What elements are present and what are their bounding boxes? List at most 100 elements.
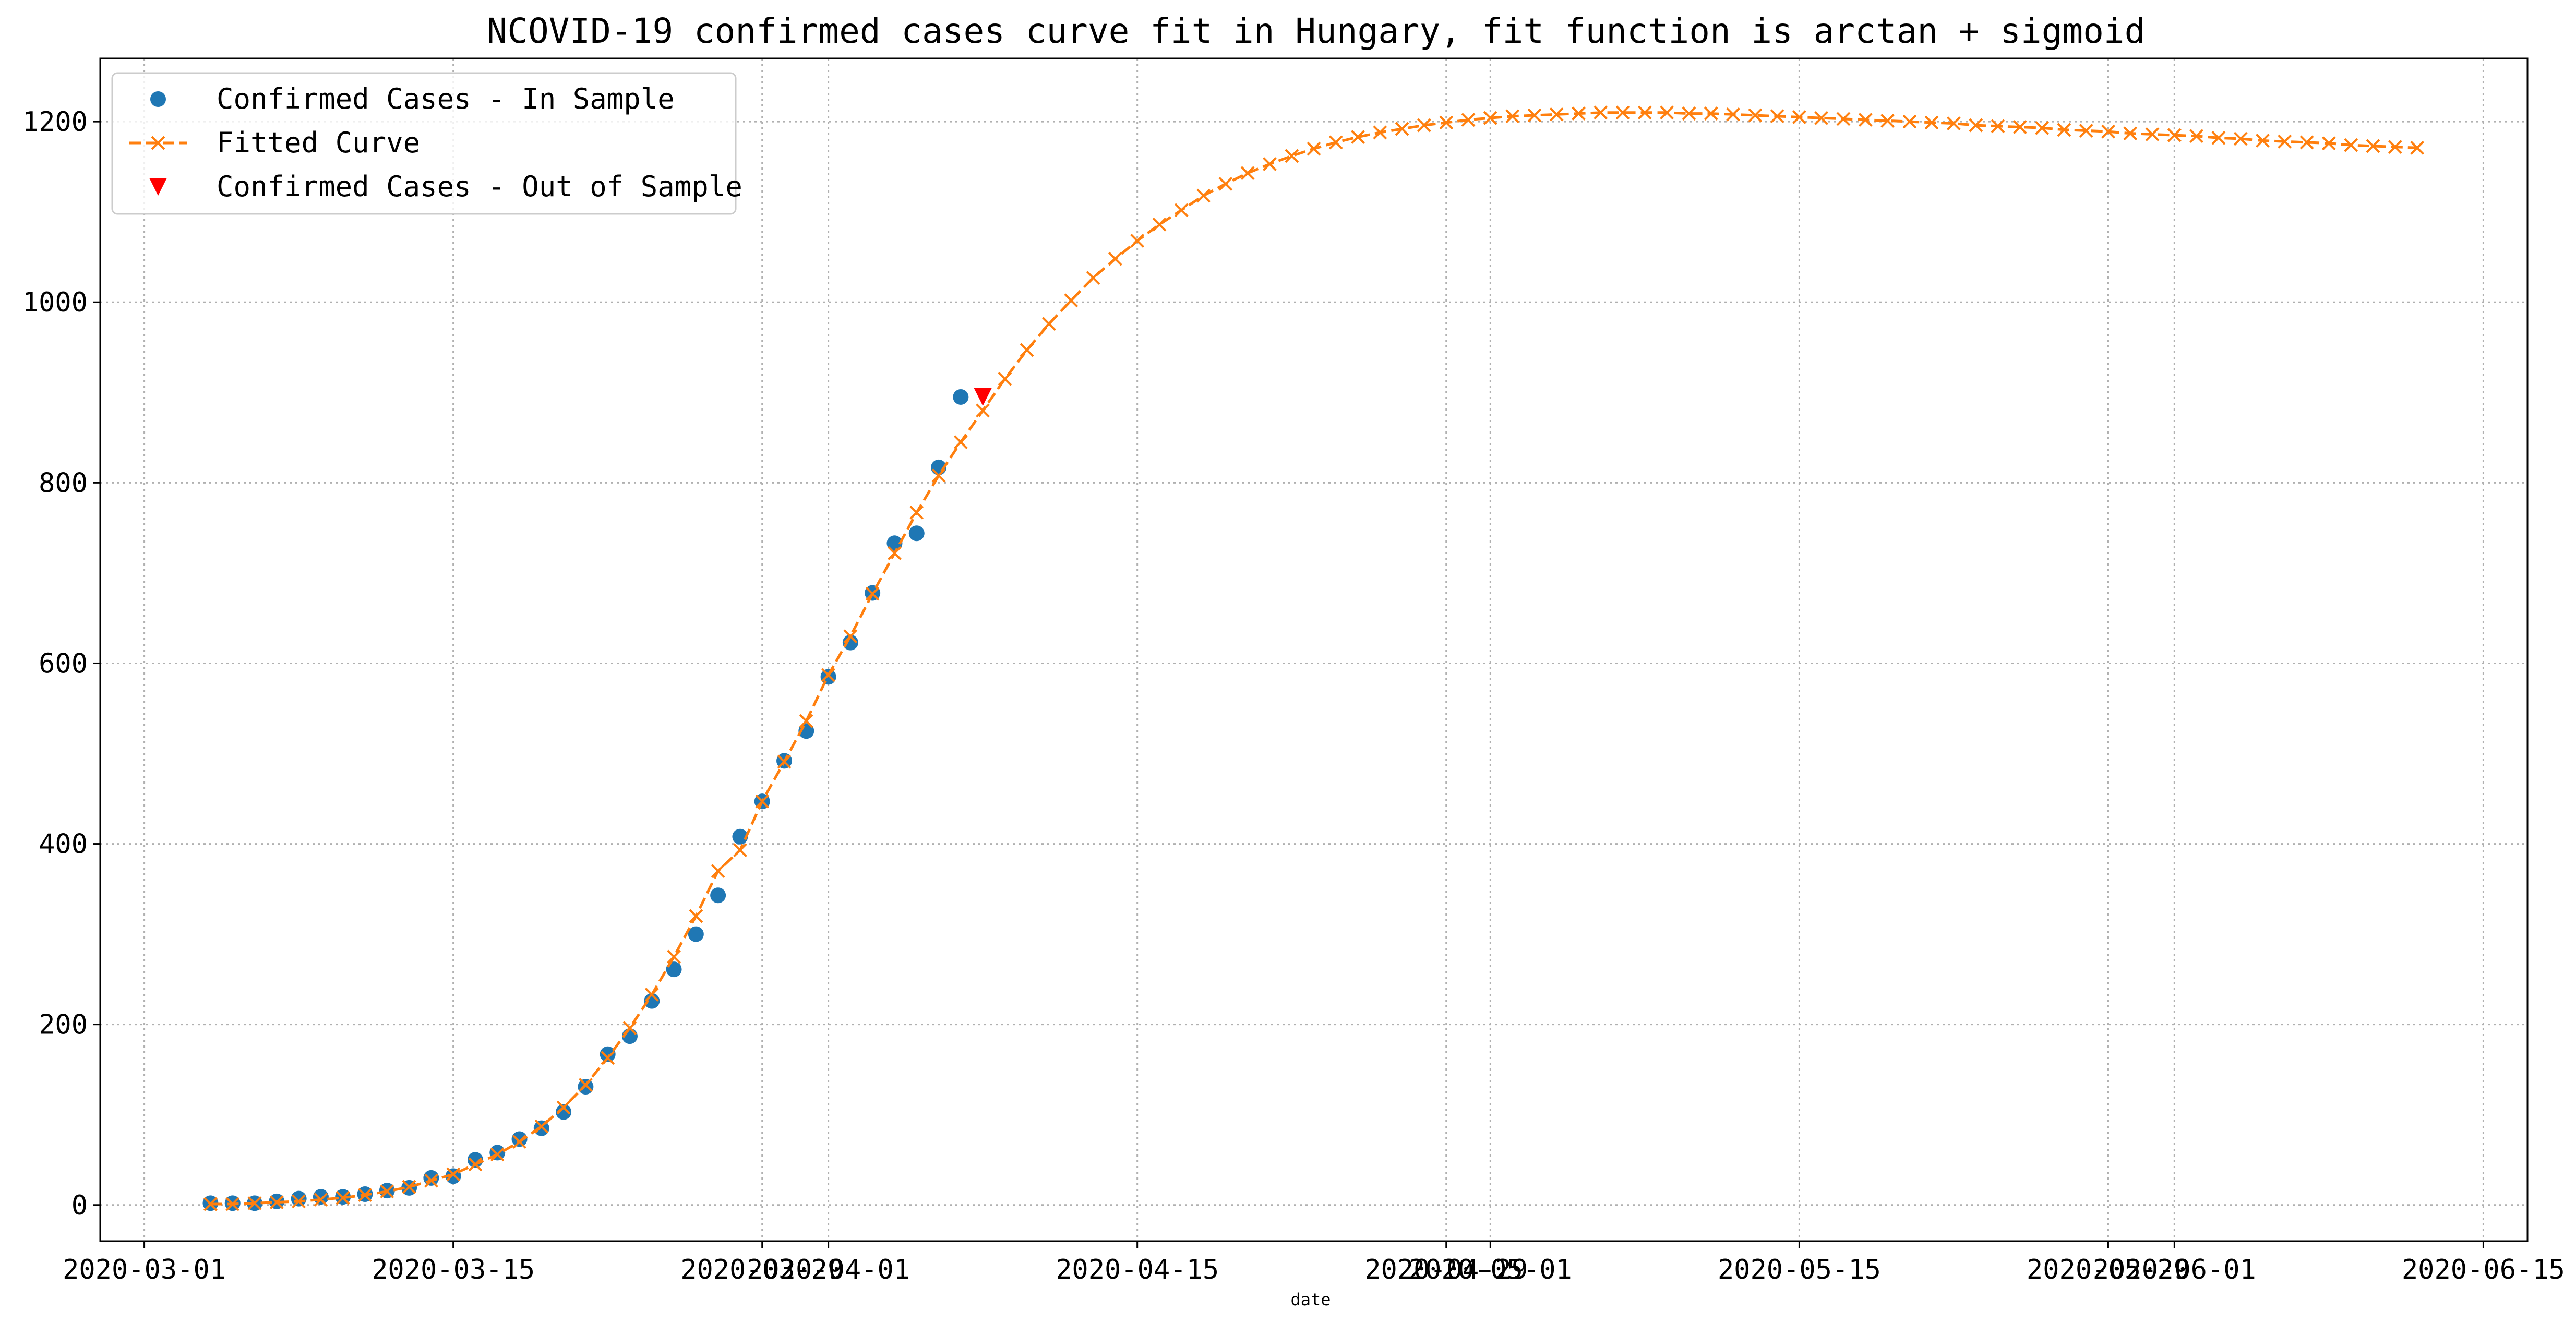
y-tick-label: 1000 xyxy=(22,287,88,318)
data-point xyxy=(644,993,660,1009)
x-tick-label: 2020-04-29 xyxy=(1364,1254,1528,1285)
fitted-curve-point xyxy=(1439,115,1454,130)
y-tick-label: 400 xyxy=(39,829,88,860)
fitted-curve-point xyxy=(402,1180,416,1194)
data-point xyxy=(908,525,925,542)
fitted-curve-point xyxy=(1792,110,1806,124)
fitted-curve-point xyxy=(2189,129,2204,143)
x-tick-label: 2020-06-15 xyxy=(2402,1254,2565,1285)
legend-marker xyxy=(150,91,166,107)
fitted-curve-point xyxy=(1924,115,1939,130)
fitted-curve-point xyxy=(799,714,813,728)
fitted-curve-point xyxy=(689,909,703,923)
legend-entry: Fitted Curve xyxy=(217,126,420,159)
legend-marker xyxy=(151,136,165,150)
x-tick-label: 2020-06-01 xyxy=(2093,1254,2256,1285)
fitted-curve-point xyxy=(1505,109,1520,124)
y-tick-label: 800 xyxy=(39,467,88,499)
y-axis: 0 200 400 600 800 1000 1200 xyxy=(22,106,100,1221)
fitted-curve-point xyxy=(2233,131,2248,146)
data-point xyxy=(556,1104,572,1120)
fitted-curve-point xyxy=(1572,106,1586,121)
fitted-curve-point xyxy=(247,1196,262,1210)
fitted-curve-point xyxy=(512,1135,526,1149)
fitted-curve-point xyxy=(755,794,770,809)
fitted-curve-point xyxy=(843,629,858,643)
fitted-curve-point xyxy=(644,988,659,1002)
fitted-curve-point xyxy=(556,1100,571,1115)
fitted-curve-point xyxy=(1285,149,1299,163)
fitted-curve-point xyxy=(1196,188,1211,203)
fitted-curve-point xyxy=(821,668,836,682)
y-tick-label: 1200 xyxy=(22,106,88,138)
fitted-curve-point xyxy=(2388,140,2402,154)
fitted-curve-point xyxy=(2057,123,2071,137)
fitted-curve-point xyxy=(534,1119,549,1134)
fitted-curve-point xyxy=(1218,177,1233,191)
fitted-curve-point xyxy=(1174,203,1189,218)
fitted-curve-point xyxy=(1130,234,1145,248)
fitted-curve-point xyxy=(314,1192,328,1207)
plot-frame xyxy=(99,57,2529,1242)
data-point xyxy=(732,828,748,845)
grid xyxy=(100,58,2527,1241)
plot-area xyxy=(202,105,2424,1211)
fitted-curve-point xyxy=(1351,130,1365,144)
legend-marker xyxy=(149,178,167,196)
fitted-curve-point xyxy=(733,843,747,858)
data-point xyxy=(313,1189,329,1205)
fitted-curve-point xyxy=(203,1197,218,1211)
fitted-curve-point xyxy=(601,1051,615,1065)
fitted-curve-point xyxy=(2299,135,2314,150)
x-tick-label: 2020-05-01 xyxy=(1409,1254,1572,1285)
fitted-curve-point xyxy=(2366,139,2380,153)
fitted-curve-point xyxy=(1328,135,1343,150)
y-tick-label: 200 xyxy=(39,1009,88,1041)
fitted-curve-point xyxy=(1704,106,1718,121)
series-2 xyxy=(203,105,2424,1211)
legend-entry: Confirmed Cases - Out of Sample xyxy=(217,170,742,203)
fitted-curve-point xyxy=(667,949,681,964)
fitted-curve-point xyxy=(1969,118,1983,133)
x-tick-label: 2020-05-29 xyxy=(2027,1254,2190,1285)
fitted-curve-point xyxy=(2035,121,2050,135)
fitted-curve-point xyxy=(2145,127,2160,141)
x-tick-label: 2020-03-15 xyxy=(372,1254,535,1285)
fitted-curve-point xyxy=(1527,108,1542,123)
fitted-curve-point xyxy=(292,1194,306,1209)
fitted-curve-point xyxy=(1263,157,1277,171)
fitted-curve-point xyxy=(1064,293,1079,308)
fitted-curve-point xyxy=(2079,124,2093,138)
fitted-curve-point xyxy=(446,1167,461,1182)
data-point xyxy=(842,634,858,651)
fitted-curve-point xyxy=(1748,108,1763,123)
fitted-curve-point xyxy=(1726,107,1740,122)
fitted-curve-point xyxy=(1108,251,1122,266)
data-point xyxy=(291,1190,307,1207)
data-point xyxy=(688,926,704,942)
fitted-curve-point xyxy=(1637,105,1652,120)
data-point xyxy=(445,1168,461,1184)
legend-entry: Confirmed Cases - In Sample xyxy=(217,82,675,115)
fitted-curve-point xyxy=(1549,107,1564,122)
series-3 xyxy=(974,388,992,406)
fitted-curve-point xyxy=(336,1190,350,1205)
data-point xyxy=(423,1170,439,1186)
chart-title: NCOVID-19 confirmed cases curve fit in H… xyxy=(487,11,2146,51)
data-point xyxy=(974,388,992,406)
fitted-curve-point xyxy=(2123,126,2138,141)
fitted-curve-point xyxy=(1836,112,1851,126)
fitted-curve-point xyxy=(711,864,725,878)
fitted-curve-point xyxy=(1461,113,1476,127)
x-tick-label: 2020-04-01 xyxy=(747,1254,910,1285)
fitted-curve-point xyxy=(865,586,880,601)
fitted-curve-point xyxy=(1483,111,1497,125)
fitted-curve-point xyxy=(1770,109,1784,124)
fitted-curve-point xyxy=(2167,128,2182,142)
fitted-curve-point xyxy=(953,435,968,449)
x-tick-label: 2020-03-01 xyxy=(63,1254,226,1285)
fitted-curve-point xyxy=(622,1021,637,1036)
fitted-curve-point xyxy=(269,1195,284,1210)
